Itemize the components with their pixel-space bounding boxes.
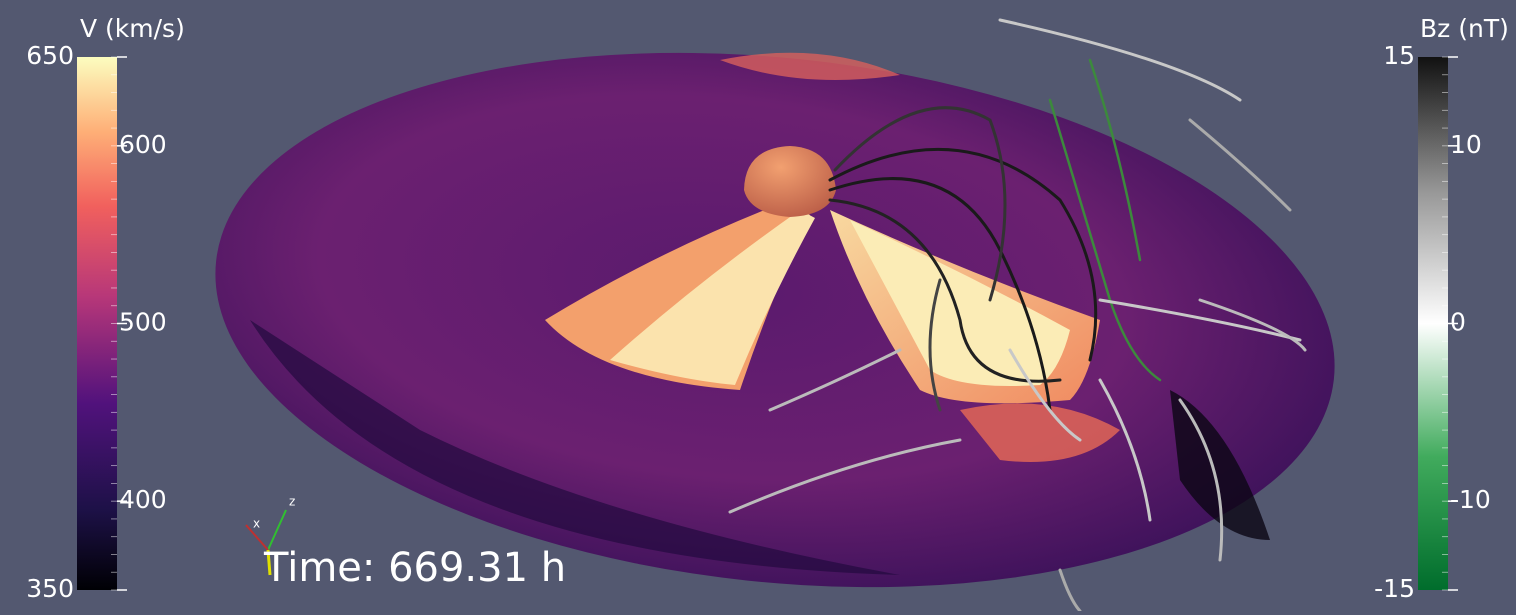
axis-x-label: x (253, 517, 260, 531)
colorbar-tick-label: 600 (119, 130, 167, 159)
time-label: Time: 669.31 h (263, 545, 566, 591)
solar-wind-disk (215, 52, 1335, 588)
colorbar-tick-label: 10 (1450, 130, 1482, 159)
colorbar-tick-label: -10 (1450, 485, 1491, 514)
sun (744, 146, 836, 217)
field-lines (728, 18, 1307, 613)
colorbar-tick-label: 400 (119, 485, 167, 514)
colorbar-tick-label: -15 (1374, 574, 1415, 603)
velocity-colorbar: V (km/s) 650 600 500 400 350 (26, 14, 185, 603)
axis-z-label: z (289, 495, 295, 509)
colorbar-title: Bz (nT) (1420, 14, 1509, 43)
colorbar-title: V (km/s) (80, 14, 185, 43)
axes-triad: z x (245, 495, 295, 576)
colorbar-tick-label: 500 (119, 308, 167, 337)
colorbar-tick-label: 0 (1450, 308, 1466, 337)
colorbar-tick-label: 650 (26, 41, 74, 70)
colorbar-tick-label: 350 (26, 574, 74, 603)
colorbar-tick-label: 15 (1383, 41, 1415, 70)
bz-colorbar: Bz (nT) 15 10 0 -10 -15 (1374, 14, 1509, 603)
